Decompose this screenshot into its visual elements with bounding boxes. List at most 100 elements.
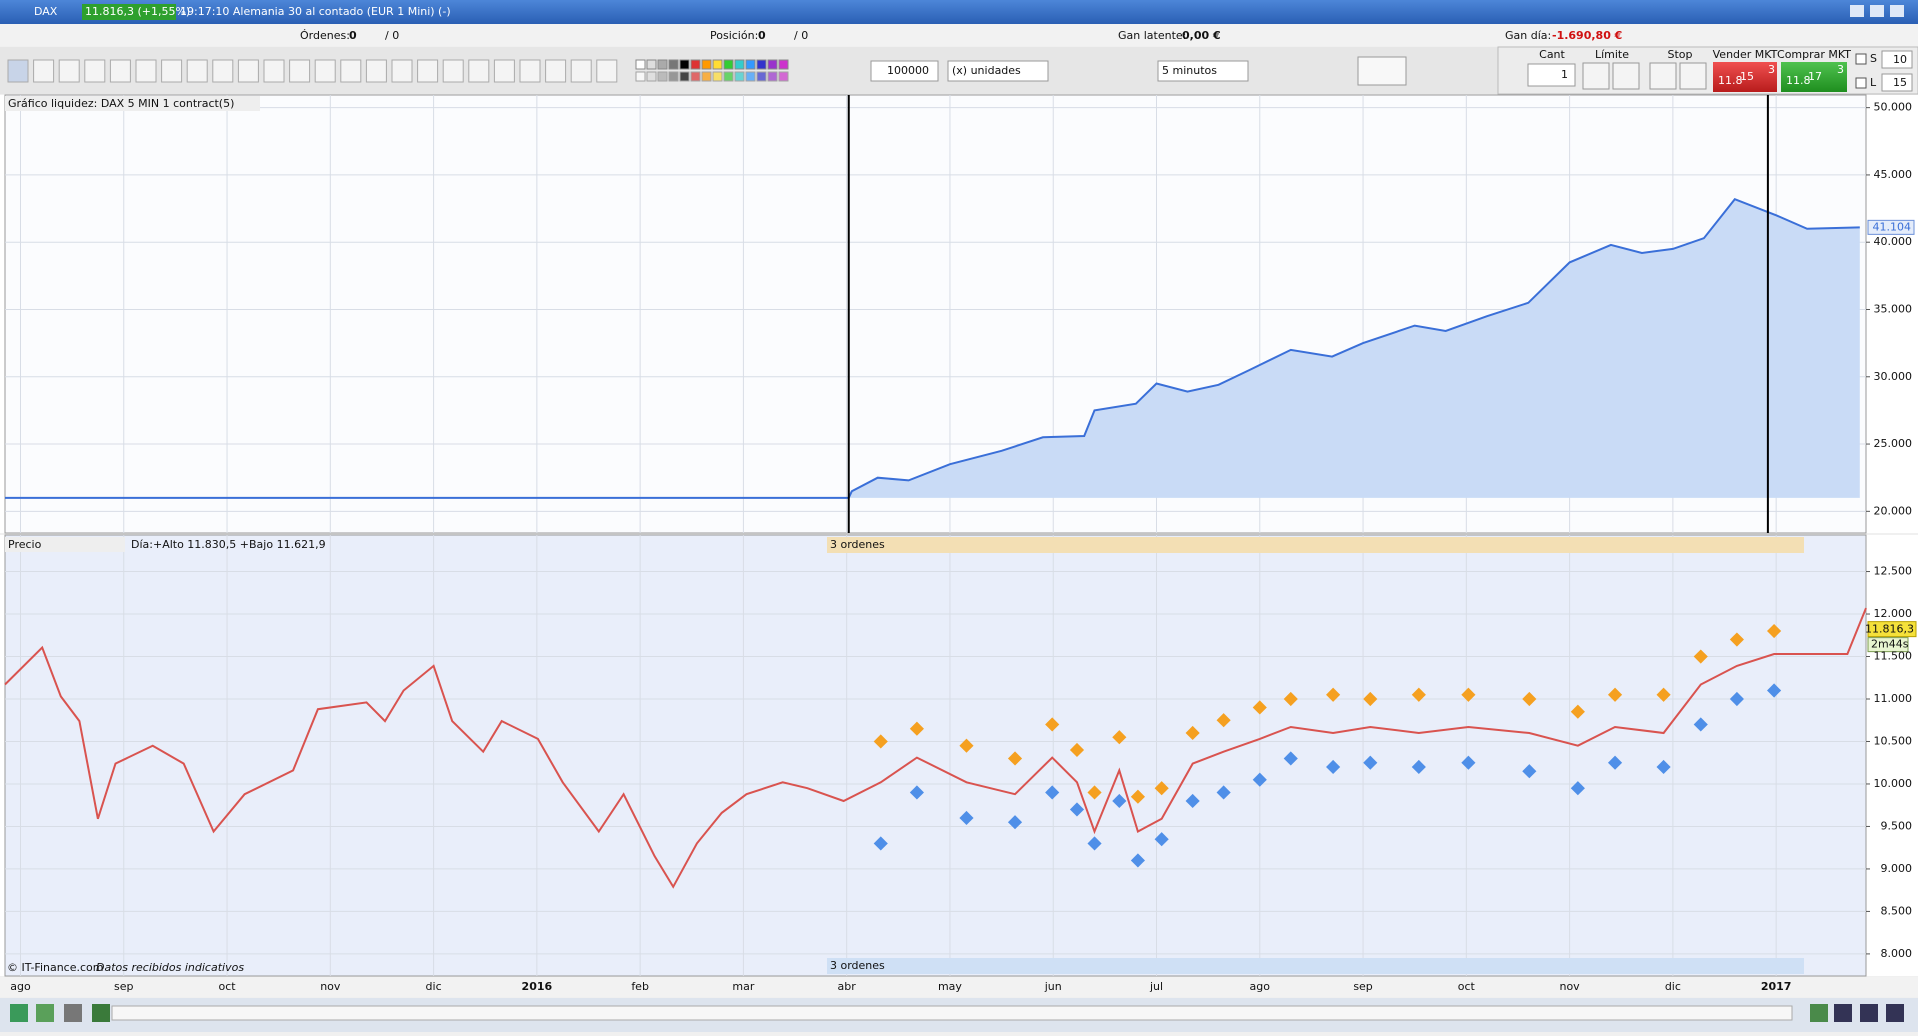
limit-buy-button[interactable] bbox=[1582, 62, 1610, 90]
tool-button[interactable] bbox=[7, 59, 29, 83]
color-swatch[interactable] bbox=[690, 71, 701, 82]
bottom-icon[interactable] bbox=[10, 1004, 28, 1022]
sell-price-main: 15 bbox=[1740, 70, 1754, 83]
tool-button[interactable] bbox=[570, 59, 592, 83]
symbol[interactable]: DAX bbox=[34, 5, 58, 18]
units[interactable]: (x) unidades bbox=[952, 64, 1021, 77]
qty[interactable]: 1 bbox=[1561, 68, 1568, 81]
l-input[interactable] bbox=[1881, 73, 1913, 92]
scrollbar[interactable] bbox=[111, 1005, 1793, 1021]
color-swatch[interactable] bbox=[646, 59, 657, 70]
color-swatch[interactable] bbox=[712, 59, 723, 70]
color-swatch[interactable] bbox=[668, 71, 679, 82]
sell-market-button[interactable] bbox=[1713, 62, 1777, 92]
color-swatch[interactable] bbox=[723, 59, 734, 70]
qty-input[interactable] bbox=[1527, 63, 1576, 87]
stop-buy-button[interactable] bbox=[1649, 62, 1677, 90]
bottom-icon[interactable] bbox=[36, 1004, 54, 1022]
color-swatch[interactable] bbox=[690, 59, 701, 70]
y-tick-label: 9.500 bbox=[1881, 819, 1913, 832]
window-button[interactable] bbox=[1870, 5, 1884, 17]
tool-button[interactable] bbox=[58, 59, 80, 83]
qty-label: Cant bbox=[1539, 48, 1565, 61]
color-swatch[interactable] bbox=[657, 59, 668, 70]
tool-button[interactable] bbox=[340, 59, 362, 83]
tool-button[interactable] bbox=[442, 59, 464, 83]
y-tick-label: 11.000 bbox=[1874, 692, 1913, 705]
color-swatch[interactable] bbox=[646, 71, 657, 82]
color-swatch[interactable] bbox=[701, 71, 712, 82]
limit-sell-button[interactable] bbox=[1612, 62, 1640, 90]
buy-market-button[interactable] bbox=[1781, 62, 1847, 92]
color-swatch[interactable] bbox=[657, 71, 668, 82]
color-swatch[interactable] bbox=[767, 71, 778, 82]
s-value[interactable]: 10 bbox=[1893, 53, 1907, 66]
timeframe[interactable]: 5 minutos bbox=[1162, 64, 1217, 77]
color-swatch[interactable] bbox=[745, 59, 756, 70]
color-swatch[interactable] bbox=[734, 71, 745, 82]
tool-button[interactable] bbox=[493, 59, 515, 83]
bottom-icon[interactable] bbox=[64, 1004, 82, 1022]
tool-button[interactable] bbox=[84, 59, 106, 83]
tool-button[interactable] bbox=[33, 59, 55, 83]
l-checkbox[interactable] bbox=[1855, 77, 1867, 89]
color-swatch[interactable] bbox=[668, 59, 679, 70]
tool-button[interactable] bbox=[263, 59, 285, 83]
tool-button[interactable] bbox=[468, 59, 490, 83]
x-tick-label: 2017 bbox=[1761, 980, 1792, 993]
tool-button[interactable] bbox=[135, 59, 157, 83]
color-swatch[interactable] bbox=[756, 71, 767, 82]
tool-button[interactable] bbox=[417, 59, 439, 83]
chart-type-button[interactable] bbox=[1357, 56, 1407, 86]
zoom-out[interactable] bbox=[1860, 1004, 1878, 1022]
zoom-reset[interactable] bbox=[1886, 1004, 1904, 1022]
tool-button[interactable] bbox=[109, 59, 131, 83]
tool-button[interactable] bbox=[289, 59, 311, 83]
color-swatch[interactable] bbox=[767, 59, 778, 70]
tool-button[interactable] bbox=[545, 59, 567, 83]
bottom-icon[interactable] bbox=[1810, 1004, 1828, 1022]
units-select[interactable] bbox=[947, 60, 1049, 82]
tool-button[interactable] bbox=[161, 59, 183, 83]
color-swatch[interactable] bbox=[679, 71, 690, 82]
l-value[interactable]: 15 bbox=[1893, 76, 1907, 89]
x-tick-label: jun bbox=[1044, 980, 1062, 993]
orders-strip-label: 3 ordenes bbox=[830, 959, 885, 972]
tool-button[interactable] bbox=[314, 59, 336, 83]
bottom-icon[interactable] bbox=[92, 1004, 110, 1022]
tool-button[interactable] bbox=[519, 59, 541, 83]
quantity-input[interactable] bbox=[870, 60, 939, 82]
window-button[interactable] bbox=[1850, 5, 1864, 17]
tool-button[interactable] bbox=[237, 59, 259, 83]
color-swatch[interactable] bbox=[778, 59, 789, 70]
x-tick-label: sep bbox=[1353, 980, 1372, 993]
color-swatch[interactable] bbox=[778, 71, 789, 82]
s-checkbox[interactable] bbox=[1855, 53, 1867, 65]
color-swatch[interactable] bbox=[635, 59, 646, 70]
tool-button[interactable] bbox=[365, 59, 387, 83]
window-button[interactable] bbox=[1890, 5, 1904, 17]
tool-button[interactable] bbox=[212, 59, 234, 83]
stop-sell-button[interactable] bbox=[1679, 62, 1707, 90]
tool-button[interactable] bbox=[391, 59, 413, 83]
color-swatch[interactable] bbox=[756, 59, 767, 70]
color-swatch[interactable] bbox=[734, 59, 745, 70]
s-input[interactable] bbox=[1881, 50, 1913, 69]
color-swatch[interactable] bbox=[712, 71, 723, 82]
timeframe-select[interactable] bbox=[1157, 60, 1249, 82]
sell-order-marker bbox=[1522, 691, 1537, 707]
color-swatch[interactable] bbox=[679, 59, 690, 70]
y-tick-label: 35.000 bbox=[1874, 302, 1913, 315]
orders-total: / 0 bbox=[385, 29, 399, 42]
zoom-in[interactable] bbox=[1834, 1004, 1852, 1022]
quantity[interactable]: 100000 bbox=[887, 64, 929, 77]
color-swatch[interactable] bbox=[745, 71, 756, 82]
color-swatch[interactable] bbox=[701, 59, 712, 70]
position: 0 bbox=[758, 29, 766, 42]
tool-button[interactable] bbox=[186, 59, 208, 83]
tool-button[interactable] bbox=[596, 59, 618, 83]
sell-price-prefix: 11.8 bbox=[1718, 74, 1743, 87]
color-swatch[interactable] bbox=[635, 71, 646, 82]
color-swatch[interactable] bbox=[723, 71, 734, 82]
